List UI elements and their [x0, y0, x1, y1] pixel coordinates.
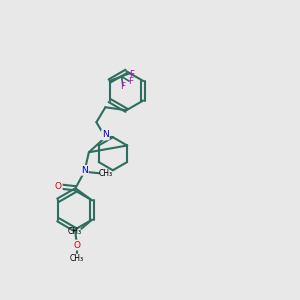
Text: CH₃: CH₃ — [99, 169, 113, 178]
Text: F: F — [120, 82, 126, 91]
Text: O: O — [55, 182, 62, 191]
Text: N: N — [102, 130, 109, 139]
Text: N: N — [81, 166, 88, 175]
Text: O: O — [74, 241, 81, 250]
Text: F: F — [128, 77, 133, 86]
Text: CH₃: CH₃ — [68, 227, 82, 236]
Text: CH₃: CH₃ — [69, 254, 84, 263]
Text: F: F — [129, 70, 135, 79]
